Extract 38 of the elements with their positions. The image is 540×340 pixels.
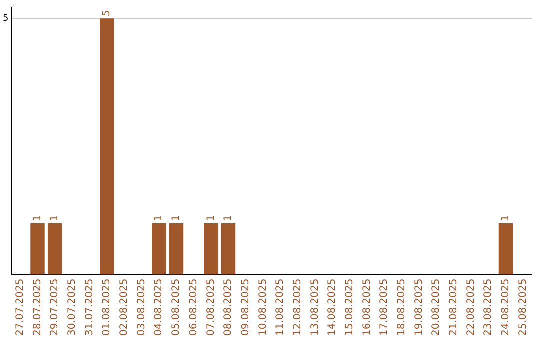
- data-label: 1: [50, 215, 61, 222]
- x-tick-label: 21.08.2025: [448, 278, 460, 336]
- data-label: 1: [32, 215, 44, 222]
- x-tick-label: 03.08.2025: [136, 278, 148, 336]
- x-tick-label: 12.08.2025: [292, 278, 304, 336]
- x-tick-label: 27.07.2025: [14, 278, 26, 336]
- x-tick-label: 17.08.2025: [379, 278, 390, 336]
- x-tick-label: 24.08.2025: [500, 278, 512, 336]
- x-tick-label: 15.08.2025: [344, 278, 356, 336]
- x-tick-label: 10.08.2025: [258, 278, 269, 336]
- x-tick-label: 23.08.2025: [483, 278, 494, 336]
- x-tick-label: 18.08.2025: [396, 278, 408, 336]
- x-tick-label: 13.08.2025: [310, 278, 321, 336]
- x-tick-label: 09.08.2025: [240, 278, 252, 336]
- x-tick-label: 06.08.2025: [188, 278, 200, 336]
- data-label: 1: [500, 215, 512, 222]
- x-tick-label: 05.08.2025: [171, 278, 182, 336]
- x-tick-label: 01.08.2025: [102, 278, 113, 336]
- x-tick-label: 30.07.2025: [67, 278, 78, 336]
- data-label: 1: [223, 215, 234, 222]
- x-tick-label: 08.08.2025: [223, 278, 234, 336]
- x-tick-label: 28.07.2025: [32, 278, 44, 336]
- data-label: 1: [154, 215, 165, 222]
- x-tick-label: 29.07.2025: [50, 278, 61, 336]
- x-tick-label: 11.08.2025: [275, 278, 286, 336]
- x-tick-label: 02.08.2025: [119, 278, 130, 336]
- x-tick-label: 22.08.2025: [466, 278, 477, 336]
- data-label: 1: [206, 215, 217, 222]
- x-tick-label: 04.08.2025: [154, 278, 165, 336]
- x-tick-label: 31.07.2025: [84, 278, 96, 336]
- data-label: 5: [102, 10, 113, 17]
- x-tick-label: 25.08.2025: [518, 278, 529, 336]
- x-tick-label: 07.08.2025: [206, 278, 217, 336]
- x-tick-label: 19.08.2025: [414, 278, 425, 336]
- x-tick-label: 20.08.2025: [431, 278, 442, 336]
- data-label: 1: [171, 215, 182, 222]
- x-tick-label: 16.08.2025: [362, 278, 373, 336]
- x-tick-label: 14.08.2025: [327, 278, 338, 336]
